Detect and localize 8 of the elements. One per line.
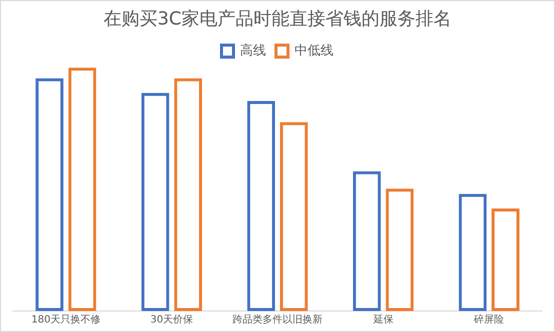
x-tick-label: 跨品类多件以旧换新 xyxy=(232,314,322,326)
chart-title: 在购买3C家电产品时能直接省钱的服务排名 xyxy=(103,8,452,30)
legend-label: 高线 xyxy=(240,42,266,58)
x-tick-label: 180天只换不修 xyxy=(31,314,100,326)
x-tick-label: 30天价保 xyxy=(150,314,194,326)
legend-label: 中低线 xyxy=(294,43,334,58)
x-tick-label: 碎屏险 xyxy=(473,314,504,326)
x-tick-label: 延保 xyxy=(372,314,394,326)
